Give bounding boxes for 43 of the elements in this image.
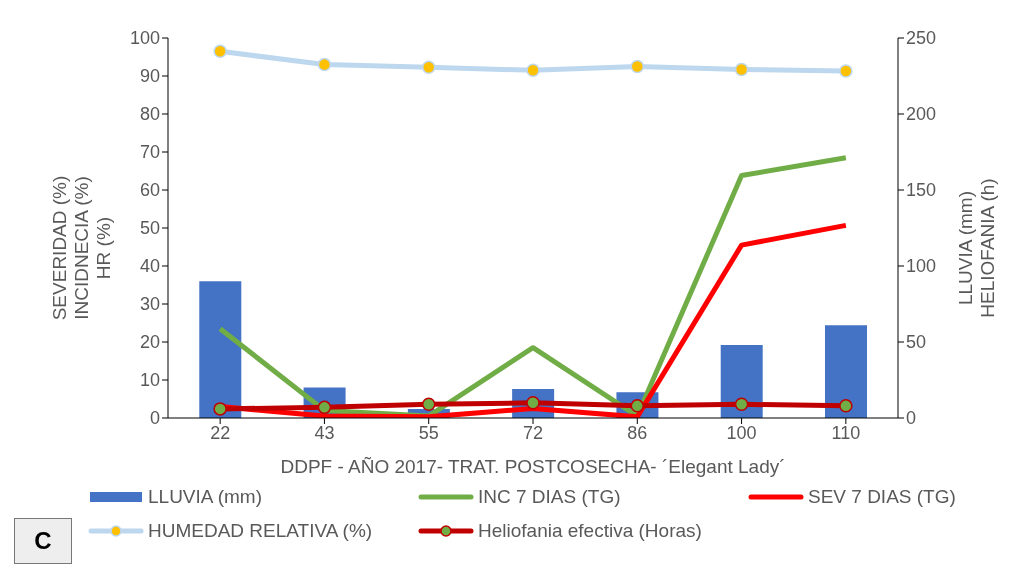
y2-tick-label: 250	[906, 28, 937, 49]
bar	[199, 281, 242, 418]
y-tick-label: 90	[139, 66, 160, 87]
y-tick-label: 0	[149, 408, 160, 429]
x-tick-label: 43	[314, 422, 335, 443]
y-tick-label: 60	[139, 180, 160, 201]
point	[213, 44, 227, 59]
legend-label: HUMEDAD RELATIVA (%)	[148, 520, 373, 542]
y-tick-label: 80	[139, 104, 160, 125]
legend-label: INC 7 DIAS (TG)	[478, 486, 621, 508]
y-tick-label: 30	[139, 294, 160, 315]
y2-tick-label: 50	[906, 332, 927, 353]
y2-tick-label: 100	[906, 256, 937, 277]
x-axis-title: DDPF - AÑO 2017- TRAT. POSTCOSECHA- ´Elegant Lady´	[280, 456, 786, 477]
bar	[825, 325, 867, 418]
point	[526, 63, 540, 78]
y2-tick-label: 150	[906, 180, 937, 201]
x-tick-label: 22	[210, 422, 231, 443]
y2-axis-title: LLUVIA (mm) HELIOFANIA (h)	[955, 178, 998, 318]
x-tick-label: 55	[418, 422, 439, 443]
point	[630, 59, 645, 74]
y-tick-label: 40	[139, 256, 160, 277]
y-tick-label: 70	[139, 142, 160, 163]
legend-label: LLUVIA (mm)	[148, 486, 263, 508]
bar	[720, 345, 763, 418]
legend-label: Heliofania efectiva (Horas)	[478, 520, 702, 542]
point	[734, 62, 749, 77]
text: C	[14, 518, 72, 564]
y2-tick-label: 200	[906, 104, 937, 125]
y-axis-title: SEVERIDAD (%) INCIDNECIA (%) HR (%)	[49, 175, 114, 321]
point	[421, 60, 436, 75]
y-tick-label: 100	[129, 28, 160, 49]
y-tick-label: 20	[139, 332, 160, 353]
y-tick-label: 50	[139, 218, 160, 239]
point	[317, 57, 332, 72]
y-tick-label: 10	[139, 370, 160, 391]
legend-label: SEV 7 DIAS (TG)	[808, 486, 956, 508]
x-tick-label: 100	[726, 422, 757, 443]
y2-tick-label: 0	[906, 408, 917, 429]
x-tick-label: 72	[522, 422, 544, 443]
point	[839, 64, 853, 78]
x-tick-label: 86	[627, 422, 648, 443]
x-tick-label: 110	[831, 422, 861, 443]
